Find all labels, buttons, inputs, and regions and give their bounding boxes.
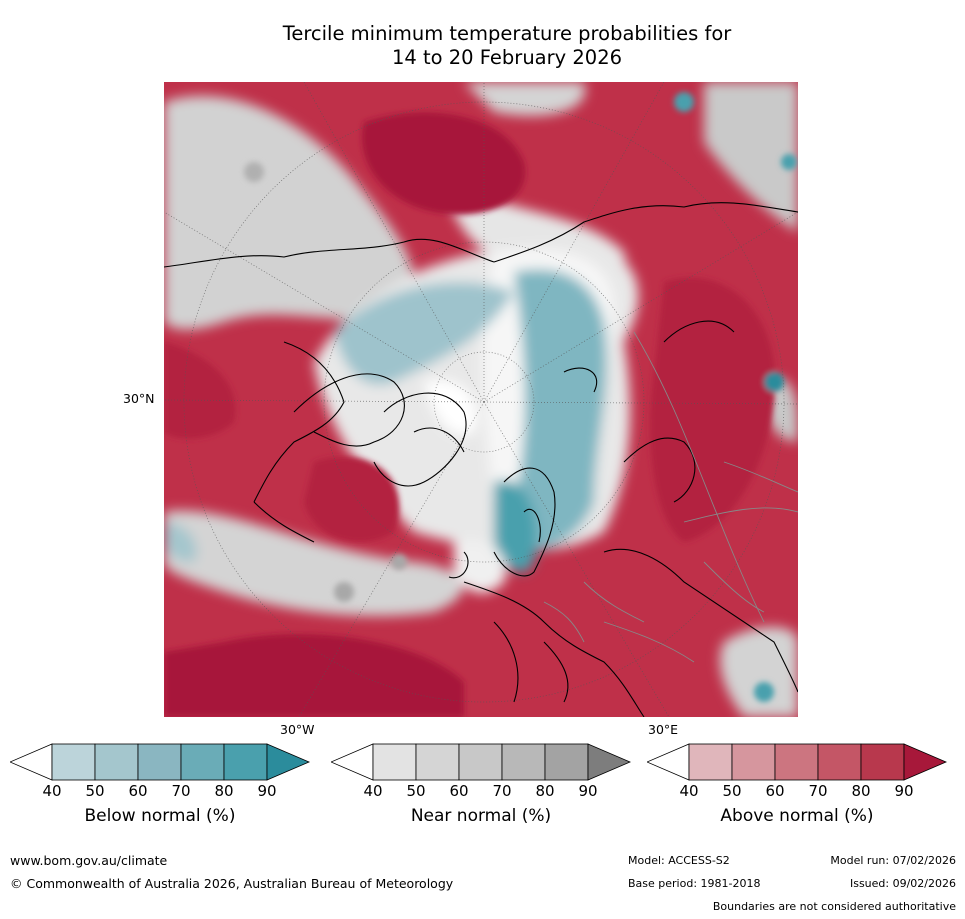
country-borders xyxy=(543,331,798,663)
colorbar-high-extend xyxy=(266,743,310,781)
colorbar-tick-label: 40 xyxy=(42,782,62,800)
colorbar-tick-label: 70 xyxy=(492,782,512,800)
colorbar-tick-label: 60 xyxy=(128,782,148,800)
model-run-date: Model run: 07/02/2026 xyxy=(830,854,956,867)
above-normal-legend-title: Above normal (%) xyxy=(720,806,874,826)
colorbar-high-extend xyxy=(587,743,631,781)
issued-date: Issued: 09/02/2026 xyxy=(849,877,956,890)
longitude-label-30w: 30°W xyxy=(280,722,315,737)
colorbar-segment xyxy=(501,743,546,781)
colorbar-tick-label: 50 xyxy=(406,782,426,800)
below-normal-legend-title: Below normal (%) xyxy=(84,806,236,826)
colorbar-high-extend xyxy=(903,743,947,781)
title-line-1: Tercile minimum temperature probabilitie… xyxy=(282,22,732,45)
colorbar-tick-label: 90 xyxy=(894,782,914,800)
colorbar-segment xyxy=(458,743,503,781)
colorbar-low-extend xyxy=(10,743,53,781)
probability-map xyxy=(164,82,798,717)
colorbar-tick-label: 90 xyxy=(257,782,277,800)
colorbar-segment xyxy=(817,743,862,781)
colorbar-segment xyxy=(731,743,776,781)
copyright-text: © Commonwealth of Australia 2026, Austra… xyxy=(10,876,454,891)
boundaries-disclaimer: Boundaries are not considered authoritat… xyxy=(712,900,956,913)
map-title: Tercile minimum temperature probabilitie… xyxy=(165,22,849,70)
colorbar-tick-label: 40 xyxy=(679,782,699,800)
title-line-2: 14 to 20 February 2026 xyxy=(391,46,623,69)
model-name: Model: ACCESS-S2 xyxy=(628,854,730,867)
colorbar-segment xyxy=(137,743,182,781)
colorbar-tick-label: 70 xyxy=(808,782,828,800)
colorbar-segment xyxy=(688,743,733,781)
colorbar-segment xyxy=(774,743,819,781)
below-normal-ticks: 40 50 60 70 80 90 xyxy=(10,782,310,800)
colorbar-segment xyxy=(223,743,268,781)
near-normal-legend-title: Near normal (%) xyxy=(410,806,552,826)
above-normal-colorbar xyxy=(647,743,947,781)
colorbar-low-extend xyxy=(331,743,374,781)
colorbar-segment xyxy=(415,743,460,781)
colorbar-tick-label: 80 xyxy=(535,782,555,800)
coastlines xyxy=(164,202,798,717)
colorbar-segment xyxy=(372,743,417,781)
colorbar-tick-label: 70 xyxy=(171,782,191,800)
colorbar-tick-label: 60 xyxy=(449,782,469,800)
colorbar-low-extend xyxy=(647,743,690,781)
longitude-label-30e: 30°E xyxy=(648,722,679,737)
colorbar-segment xyxy=(544,743,589,781)
colorbar-segment xyxy=(94,743,139,781)
colorbar-tick-label: 80 xyxy=(851,782,871,800)
graticule xyxy=(164,82,798,717)
colorbar-tick-label: 90 xyxy=(578,782,598,800)
colorbar-segment xyxy=(860,743,905,781)
colorbar-tick-label: 50 xyxy=(85,782,105,800)
below-normal-colorbar xyxy=(10,743,310,781)
colorbar-segment xyxy=(51,743,96,781)
latitude-label-30n: 30°N xyxy=(123,391,155,406)
colorbar-tick-label: 80 xyxy=(214,782,234,800)
colorbar-segment xyxy=(180,743,225,781)
colorbar-tick-label: 60 xyxy=(765,782,785,800)
colorbar-tick-label: 40 xyxy=(363,782,383,800)
website-link[interactable]: www.bom.gov.au/climate xyxy=(10,853,168,868)
colorbar-tick-label: 50 xyxy=(722,782,742,800)
near-normal-colorbar xyxy=(331,743,631,781)
above-normal-ticks: 40 50 60 70 80 90 xyxy=(647,782,947,800)
base-period: Base period: 1981-2018 xyxy=(628,877,761,890)
near-normal-ticks: 40 50 60 70 80 90 xyxy=(331,782,631,800)
